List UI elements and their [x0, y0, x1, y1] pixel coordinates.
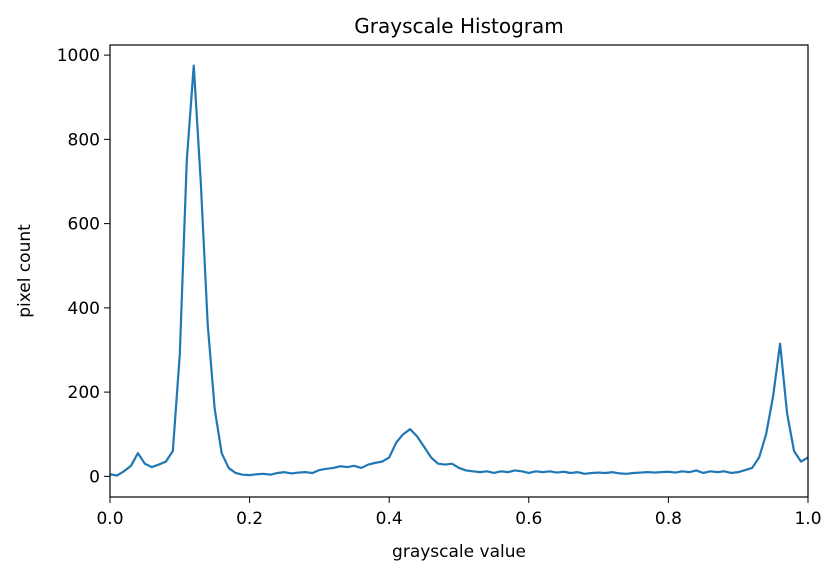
- x-tick-label: 1.0: [794, 509, 821, 529]
- x-tick-label: 0.8: [655, 509, 682, 529]
- y-axis-label: pixel count: [15, 224, 35, 318]
- y-tick-label: 0: [89, 467, 100, 487]
- x-tick-label: 0.0: [96, 509, 123, 529]
- y-tick-label: 1000: [57, 46, 100, 66]
- x-axis-label: grayscale value: [392, 542, 526, 562]
- y-tick-label: 400: [68, 299, 100, 319]
- x-tick-label: 0.6: [515, 509, 542, 529]
- x-tick-label: 0.2: [236, 509, 263, 529]
- data-line: [109, 64, 809, 477]
- y-tick-label: 200: [68, 383, 100, 403]
- chart-title: Grayscale Histogram: [354, 14, 563, 38]
- plot-frame: [109, 44, 809, 498]
- x-tick-label: 0.4: [376, 509, 403, 529]
- y-tick-label: 600: [68, 215, 100, 235]
- y-tick-label: 800: [68, 130, 100, 150]
